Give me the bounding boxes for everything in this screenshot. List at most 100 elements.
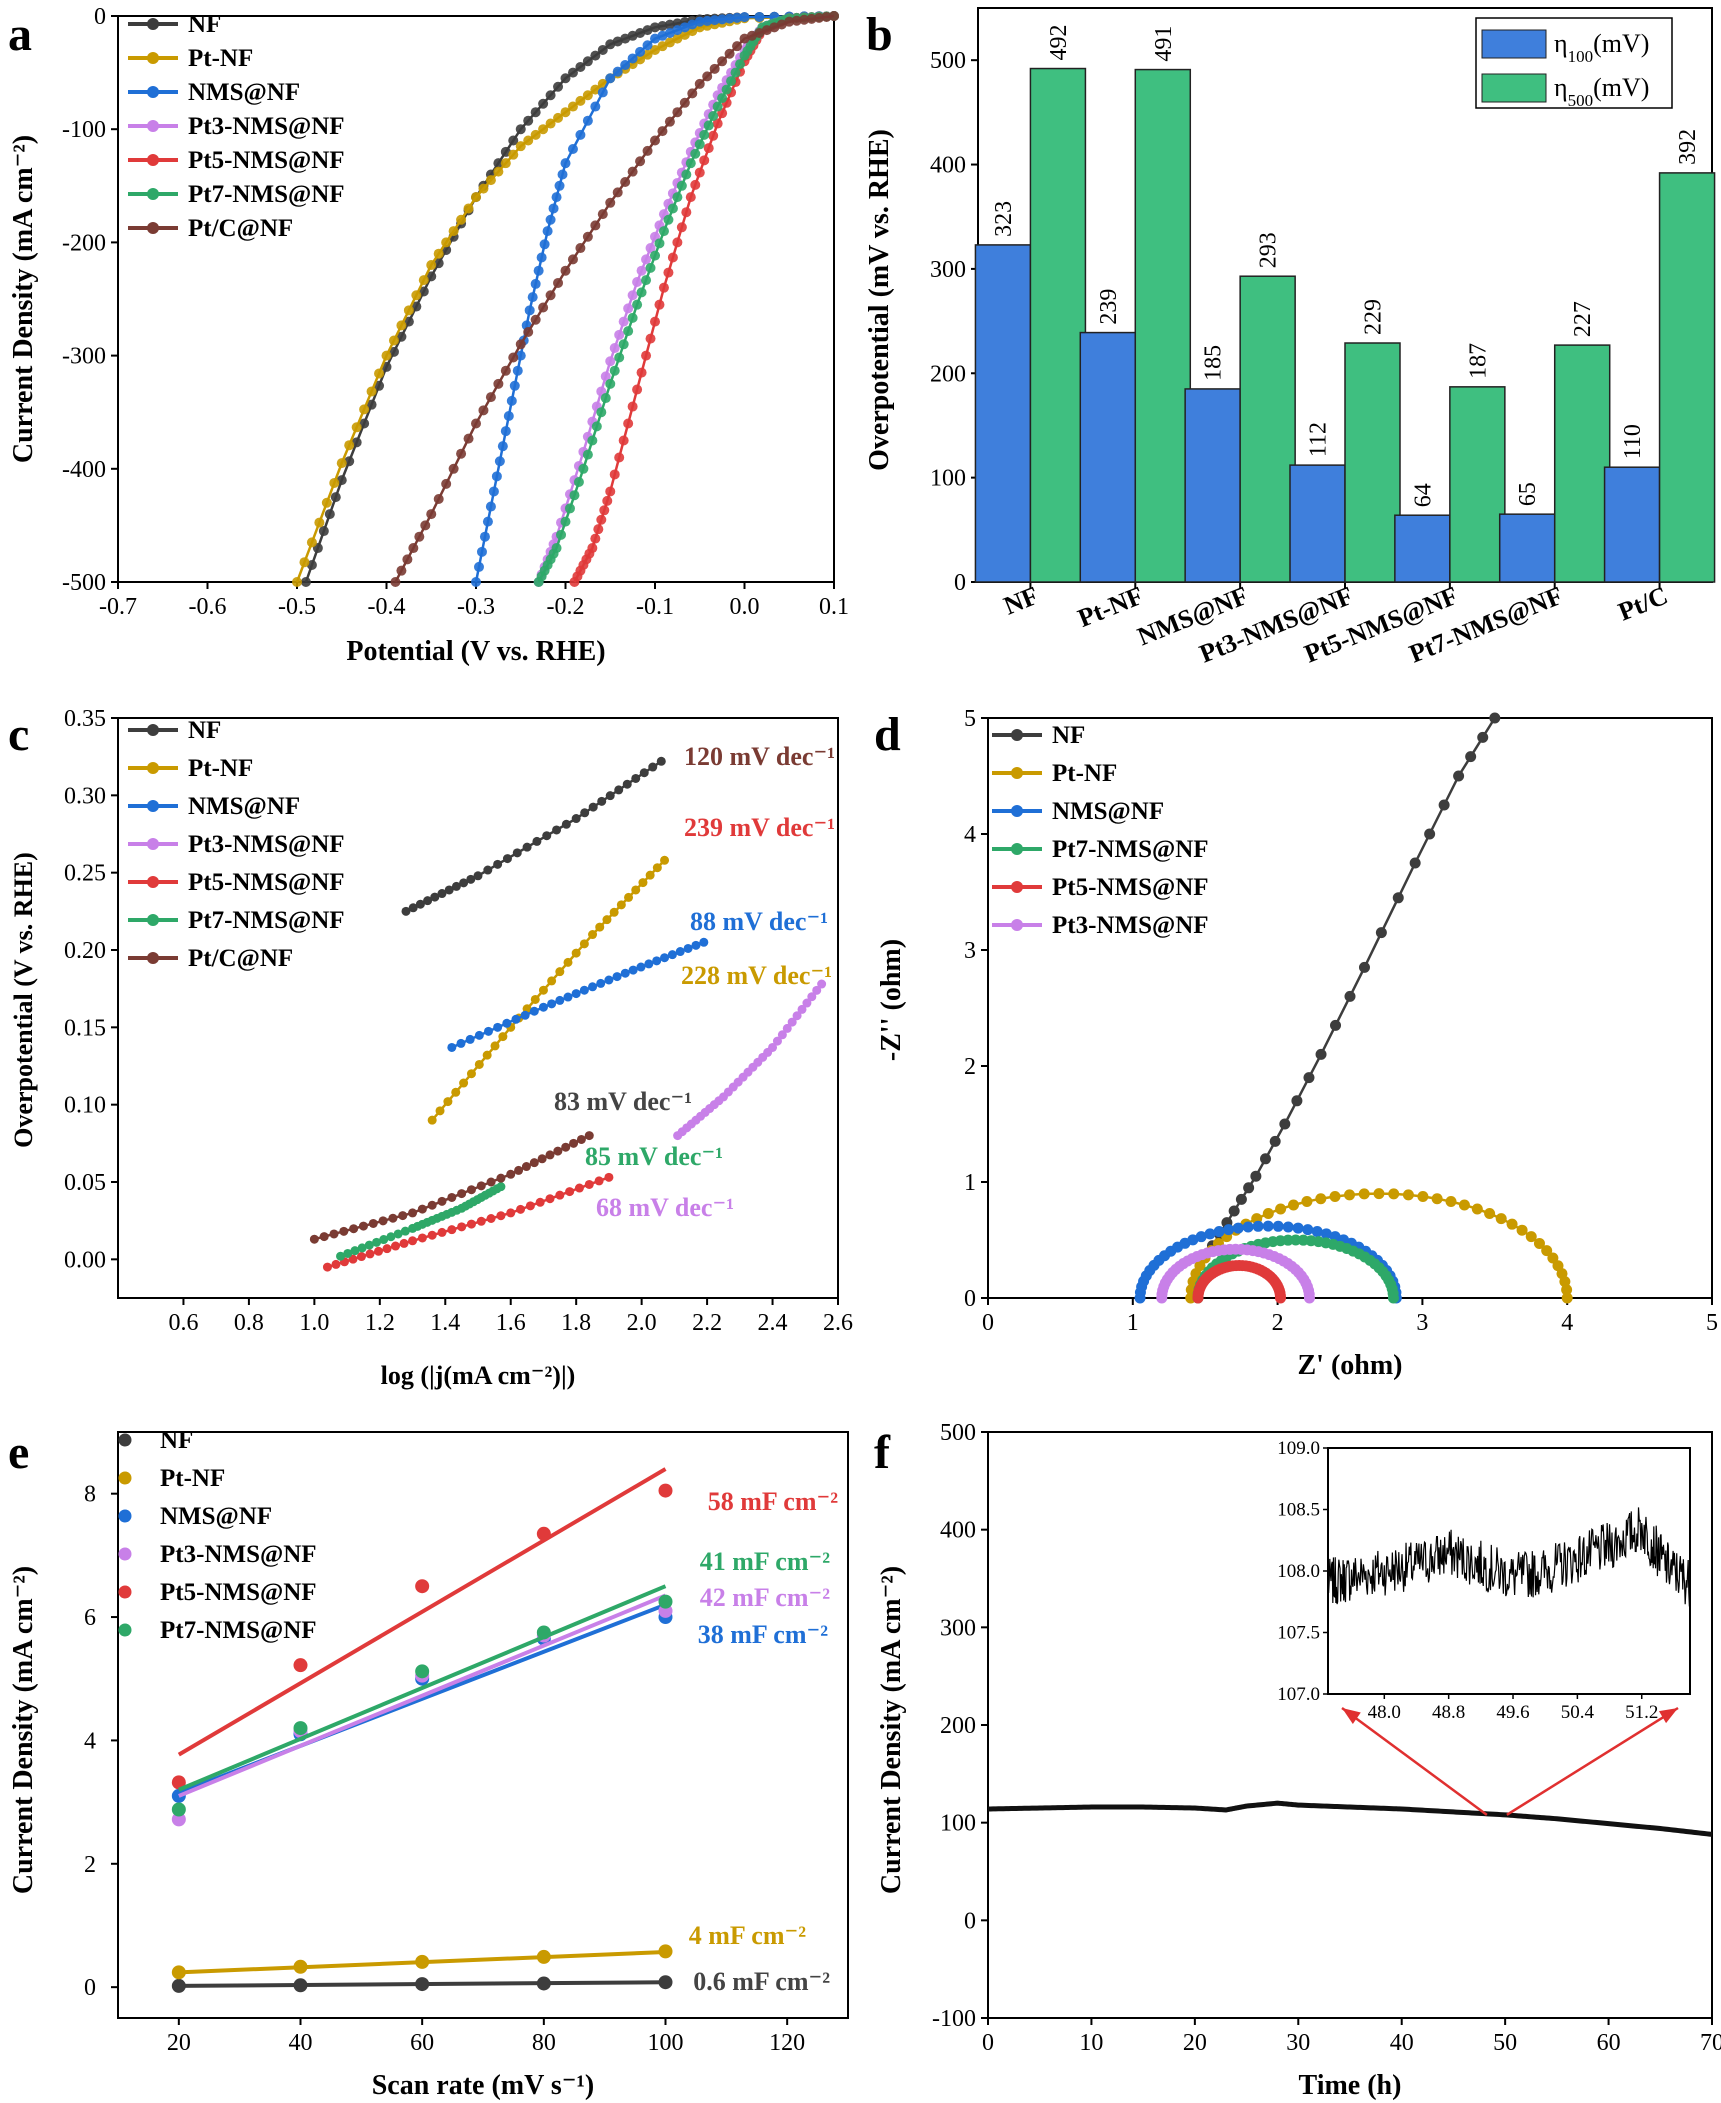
panel-b-bar	[1289, 464, 1346, 583]
panel-a-point	[567, 144, 578, 155]
panel-c-point	[473, 871, 483, 881]
panel-a-point	[605, 356, 616, 367]
panel-a-point	[482, 516, 493, 527]
panel-c-point	[594, 1176, 604, 1186]
panel-a-point	[530, 129, 541, 140]
panel-e-ytick-label: 0	[84, 1975, 96, 2001]
panel-a-point	[658, 226, 669, 237]
panel-a-point	[408, 543, 419, 554]
panel-a-point	[724, 13, 735, 24]
panel-c-slope-label: 83 mV dec⁻¹	[554, 1087, 692, 1116]
panel-a-point	[359, 418, 370, 429]
panel-c-ytick-label: 0.05	[64, 1170, 106, 1196]
panel-a-point	[545, 118, 556, 129]
panel-a-point	[478, 183, 489, 194]
panel-c-point	[604, 975, 614, 985]
panel-d-point	[1269, 1135, 1281, 1147]
panel-a-point	[618, 316, 629, 327]
panel-f-inset-ytick-label: 109.0	[1277, 1438, 1320, 1459]
panel-a-point	[578, 463, 589, 474]
panel-a-point	[448, 226, 459, 237]
panel-c-point	[358, 1221, 368, 1231]
panel-d-xtick-label: 1	[1127, 1310, 1139, 1336]
panel-d-point	[1260, 1153, 1272, 1165]
panel-c-point	[520, 1010, 530, 1020]
panel-a-point	[690, 179, 701, 190]
panel-c-point	[648, 762, 658, 772]
panel-a-point	[542, 226, 553, 237]
panel-a-point	[582, 231, 593, 242]
panel-a-point	[471, 192, 481, 203]
legend-label: Pt-NF	[188, 755, 253, 782]
panel-a-point	[623, 418, 634, 429]
panel-a-point	[600, 393, 611, 404]
panel-a-point	[799, 14, 810, 25]
panel-a-point	[493, 166, 504, 177]
legend-label: Pt7-NMS@NF	[1052, 836, 1209, 863]
panel-a-point	[533, 265, 544, 276]
panel-c-point	[537, 1154, 547, 1164]
panel-d-point	[1302, 1224, 1314, 1236]
panel-f-inset-ytick-label: 107.0	[1277, 1684, 1320, 1705]
panel-a-point	[627, 401, 638, 412]
panel-c-point	[372, 1237, 382, 1247]
panel-c-point	[529, 1158, 539, 1168]
panel-d-ytick-label: 1	[964, 1170, 976, 1196]
panel-c-point	[364, 1240, 374, 1250]
panel-d-point	[1262, 1220, 1274, 1232]
panel-c-point	[631, 773, 641, 783]
panel-c-point	[483, 1026, 493, 1036]
panel-b-legend-label: η100(mV)	[1554, 29, 1649, 66]
panel-e-xtick-label: 120	[769, 2030, 805, 2056]
panel-e-xtick-label: 80	[532, 2030, 556, 2056]
panel-a-xtick-label: -0.3	[457, 594, 495, 620]
panel-d-point	[1471, 1203, 1483, 1215]
panel-a-xtick-label: -0.5	[278, 594, 316, 620]
panel-a-point	[351, 422, 362, 433]
panel-d-point	[1453, 770, 1465, 782]
panel-c-point	[506, 1208, 516, 1218]
panel-d-point	[1358, 961, 1370, 973]
panel-c-point	[309, 1234, 319, 1244]
panel-c-point	[466, 874, 476, 884]
panel-a-point	[523, 327, 534, 338]
panel-c-point	[628, 965, 638, 975]
panel-f-xtick-label: 0	[982, 2030, 994, 2056]
panel-e-ytick-label: 6	[84, 1605, 96, 1631]
panel-d-point	[1387, 1292, 1399, 1304]
panel-a-point	[650, 250, 660, 261]
panel-a-point	[420, 520, 431, 531]
panel-a-point	[814, 12, 825, 23]
panel-b-category-label: NF	[1000, 581, 1043, 621]
panel-d-point	[1344, 1189, 1356, 1201]
legend-label: Pt5-NMS@NF	[160, 1579, 317, 1606]
panel-c-point	[476, 1181, 486, 1191]
panel-d-point	[1516, 1224, 1528, 1236]
panel-c-point	[597, 796, 607, 806]
panel-a-point	[597, 209, 608, 220]
panel-a-point	[418, 286, 429, 297]
panel-c-ytick-label: 0.35	[64, 706, 106, 732]
panel-d-point	[1282, 1234, 1294, 1246]
panel-e-capacitance-label: 38 mF cm⁻²	[698, 1620, 828, 1649]
panel-c-point	[408, 1236, 418, 1246]
panel-a-point	[657, 126, 668, 137]
panel-a-xtick-label: 0.0	[730, 594, 760, 620]
panel-f-ytick-label: 500	[940, 1420, 976, 1446]
panel-d-point	[1282, 1221, 1294, 1233]
panel-c-point	[792, 1011, 802, 1021]
panel-c-xtick-label: 2.4	[758, 1310, 788, 1336]
panel-d-point	[1315, 1193, 1327, 1205]
panel-a-point	[590, 50, 601, 61]
panel-a-point	[515, 124, 526, 135]
panel-a-ytick-label: -300	[62, 344, 106, 370]
panel-d-point	[1489, 712, 1501, 724]
panel-c-frame	[117, 717, 839, 1299]
panel-a-point	[699, 155, 710, 166]
legend-label: Pt3-NMS@NF	[1052, 912, 1209, 939]
panel-d-point	[1458, 1199, 1470, 1211]
panel-d-point	[1303, 1292, 1315, 1304]
panel-a-ytick-label: -200	[62, 230, 106, 256]
panel-e-point	[415, 1977, 430, 1992]
panel-a-point	[575, 95, 586, 106]
